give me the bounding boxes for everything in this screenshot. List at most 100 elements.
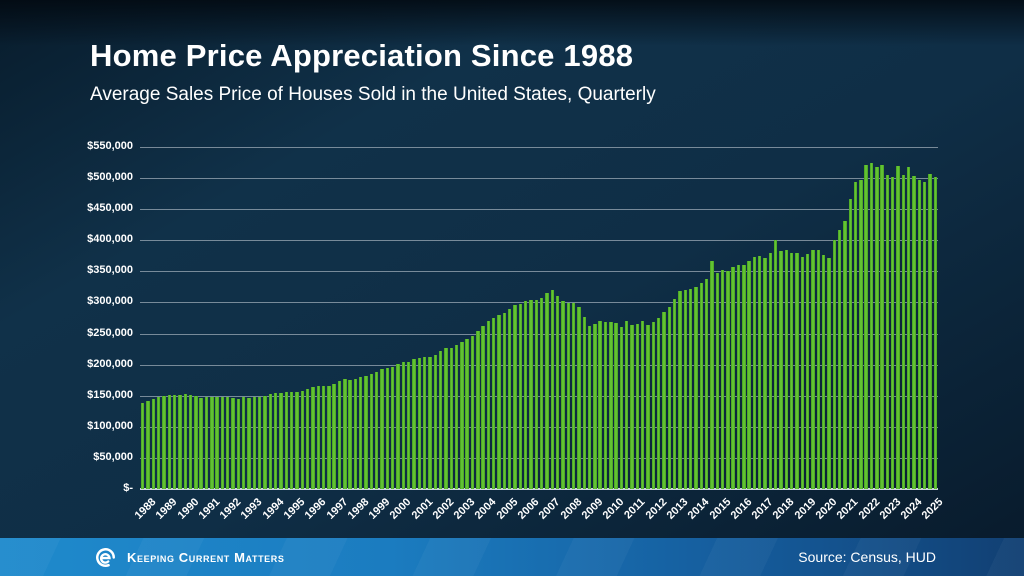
bar [891, 176, 895, 489]
bar [449, 348, 453, 489]
grid-line [140, 395, 938, 397]
bar [300, 390, 304, 489]
brand-name: Keeping Current Matters [127, 549, 285, 565]
bar [460, 342, 464, 489]
bar [731, 267, 735, 489]
bar [726, 271, 730, 489]
bar [231, 398, 235, 489]
bar [752, 257, 757, 489]
bar [412, 359, 416, 489]
bar [571, 302, 576, 489]
y-tick-label: $550,000 [87, 140, 133, 152]
bar [646, 324, 650, 489]
bar [742, 264, 746, 489]
bar [465, 338, 469, 489]
bar [853, 182, 858, 489]
bar [364, 376, 368, 489]
bar [587, 325, 592, 489]
bar [774, 240, 778, 489]
bar [385, 367, 390, 489]
bar [257, 397, 262, 489]
bar [800, 256, 805, 489]
y-tick-label: $500,000 [87, 171, 133, 184]
bar [188, 394, 193, 489]
y-tick-label: $200,000 [87, 357, 133, 370]
bar [523, 301, 528, 489]
grid-line [140, 426, 938, 428]
bar [167, 394, 171, 489]
bar [497, 315, 501, 489]
bar [710, 261, 714, 489]
bar [284, 392, 288, 489]
bar [550, 289, 554, 489]
bar [220, 396, 225, 489]
bar [369, 374, 374, 489]
bar [683, 289, 687, 489]
bar [194, 396, 198, 489]
bar [784, 250, 789, 489]
y-tick-label: $250,000 [87, 326, 133, 339]
bar [353, 378, 358, 489]
y-tick-label: $450,000 [87, 202, 133, 215]
bar [720, 270, 725, 489]
bar [933, 176, 938, 489]
bar [667, 307, 672, 489]
bar [295, 391, 299, 489]
bar [619, 326, 624, 489]
y-tick-label: $350,000 [87, 264, 133, 277]
bar [758, 255, 762, 489]
bar [438, 350, 443, 489]
bar [582, 317, 586, 489]
bar [252, 397, 257, 489]
bar [656, 318, 661, 489]
bar [502, 312, 507, 489]
grid-line [140, 364, 938, 366]
bar [922, 181, 927, 489]
bar [555, 295, 560, 489]
bar [539, 297, 544, 489]
grid-line [140, 209, 938, 211]
bar [242, 397, 246, 489]
bar [837, 230, 842, 489]
bar [226, 396, 230, 489]
y-tick-label: $50,000 [93, 450, 133, 463]
bar [917, 179, 922, 489]
grid-line [140, 271, 938, 273]
bar [422, 357, 427, 489]
bar [140, 403, 145, 489]
bar [561, 301, 565, 489]
bar [603, 321, 608, 489]
bar [401, 362, 406, 489]
x-axis-baseline [140, 488, 938, 490]
source-text: Source: Census, HUD [798, 549, 936, 565]
bar [641, 320, 645, 489]
bar [928, 173, 932, 489]
bar [821, 255, 826, 489]
bar [273, 392, 278, 489]
bar [470, 335, 475, 489]
bar [476, 330, 480, 489]
bar [635, 324, 640, 489]
bar [183, 393, 187, 489]
kcm-swirl-icon [94, 546, 117, 569]
bar [763, 258, 767, 489]
bar [896, 166, 900, 489]
y-tick-label: $300,000 [87, 295, 133, 308]
bar [486, 320, 491, 489]
bar [577, 306, 581, 489]
bar [156, 396, 161, 489]
brand-logo: Keeping Current Matters [94, 546, 284, 569]
bar [795, 252, 799, 489]
bar [289, 392, 294, 489]
bar [694, 286, 698, 489]
bar [864, 165, 868, 489]
bar [779, 251, 783, 489]
bar [736, 265, 741, 489]
bar [247, 397, 251, 489]
bar [651, 322, 656, 489]
grid-line [140, 457, 938, 459]
bar [715, 272, 719, 489]
bar [859, 179, 863, 489]
bar [321, 385, 326, 489]
bar [805, 254, 810, 489]
